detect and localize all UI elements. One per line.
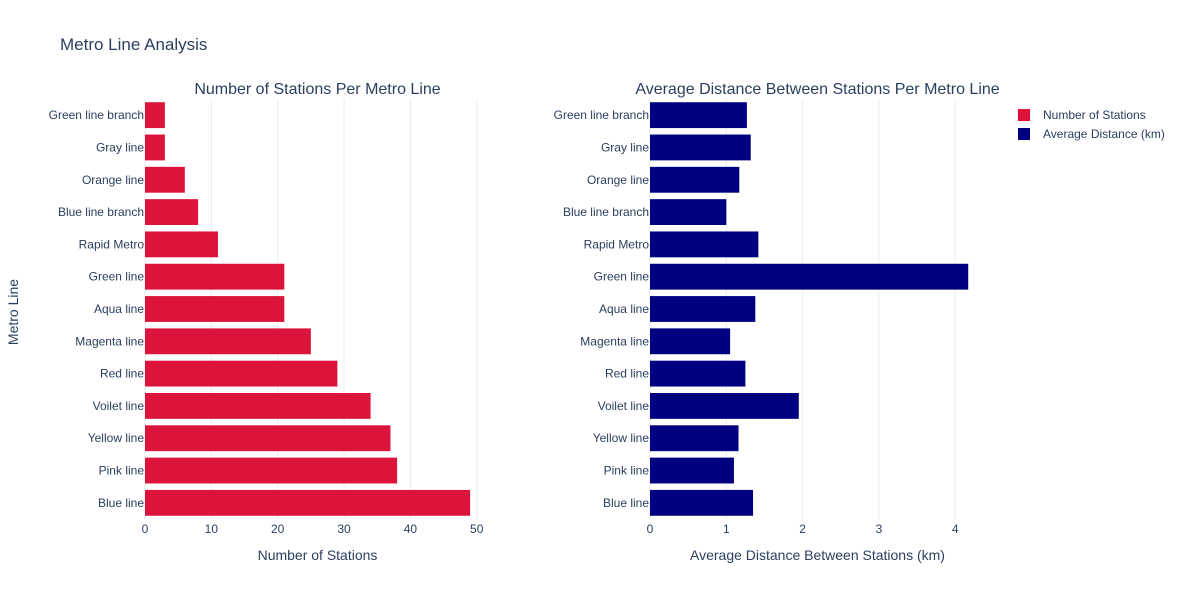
bar bbox=[145, 134, 165, 161]
bar bbox=[145, 296, 285, 322]
bar bbox=[650, 134, 751, 161]
bar bbox=[145, 199, 199, 225]
bar bbox=[145, 425, 391, 452]
bar bbox=[650, 328, 731, 355]
legend-swatch bbox=[1018, 109, 1030, 121]
x-tick-label: 2 bbox=[799, 522, 806, 536]
y-tick-label: Voilet line bbox=[598, 399, 650, 413]
x-axis-title: Average Distance Between Stations (km) bbox=[690, 547, 945, 563]
y-tick-label: Aqua line bbox=[599, 302, 649, 316]
bar bbox=[145, 360, 338, 387]
y-tick-label: Green line bbox=[89, 270, 145, 284]
x-tick-label: 20 bbox=[271, 522, 285, 536]
x-tick-label: 10 bbox=[205, 522, 219, 536]
x-tick-label: 40 bbox=[404, 522, 418, 536]
bar bbox=[650, 231, 759, 258]
y-tick-label: Rapid Metro bbox=[584, 237, 650, 251]
legend: Number of Stations Average Distance (km) bbox=[1018, 108, 1165, 141]
bar bbox=[650, 489, 754, 516]
y-tick-label: Yellow line bbox=[88, 431, 145, 445]
bar bbox=[650, 360, 746, 387]
bar bbox=[650, 457, 734, 484]
bar bbox=[650, 425, 739, 452]
y-tick-label: Blue line bbox=[98, 496, 144, 510]
y-tick-label: Orange line bbox=[82, 173, 144, 187]
bar bbox=[650, 393, 799, 419]
y-tick-label: Blue line branch bbox=[563, 205, 649, 219]
bar bbox=[145, 393, 371, 419]
bar bbox=[145, 489, 471, 516]
bar bbox=[145, 231, 218, 258]
legend-label: Number of Stations bbox=[1043, 108, 1146, 122]
subplot-title: Number of Stations Per Metro Line bbox=[194, 81, 440, 98]
x-tick-label: 30 bbox=[337, 522, 351, 536]
bar bbox=[650, 166, 740, 193]
bar bbox=[145, 457, 398, 484]
y-tick-label: Red line bbox=[605, 367, 649, 381]
figure-title: Metro Line Analysis bbox=[60, 35, 207, 54]
y-tick-label: Orange line bbox=[587, 173, 649, 187]
y-tick-label: Magenta line bbox=[580, 334, 649, 348]
bar bbox=[145, 328, 311, 355]
y-tick-label: Magenta line bbox=[75, 334, 144, 348]
y-tick-label: Green line branch bbox=[49, 108, 144, 122]
y-tick-label: Gray line bbox=[601, 140, 649, 154]
bar bbox=[145, 102, 165, 129]
y-tick-label: Pink line bbox=[604, 464, 650, 478]
x-tick-label: 3 bbox=[876, 522, 883, 536]
x-tick-label: 0 bbox=[142, 522, 149, 536]
legend-label: Average Distance (km) bbox=[1043, 127, 1165, 141]
x-axis-title: Number of Stations bbox=[258, 547, 378, 563]
y-tick-label: Gray line bbox=[96, 140, 144, 154]
y-tick-label: Aqua line bbox=[94, 302, 144, 316]
y-tick-label: Green line bbox=[594, 270, 650, 284]
y-tick-label: Pink line bbox=[99, 464, 145, 478]
y-tick-label: Yellow line bbox=[593, 431, 650, 445]
y-tick-label: Green line branch bbox=[554, 108, 649, 122]
y-tick-label: Red line bbox=[100, 367, 144, 381]
subplot-title: Average Distance Between Stations Per Me… bbox=[635, 81, 999, 98]
legend-swatch bbox=[1018, 128, 1030, 140]
bar bbox=[145, 263, 285, 290]
x-tick-label: 50 bbox=[470, 522, 484, 536]
bar bbox=[650, 263, 969, 290]
y-tick-label: Rapid Metro bbox=[79, 237, 145, 251]
y-tick-label: Blue line branch bbox=[58, 205, 144, 219]
y-tick-label: Voilet line bbox=[93, 399, 145, 413]
x-tick-label: 1 bbox=[723, 522, 730, 536]
chart-panel-2: 0 1 2 3 4 Blue line Pink line Yellow line Voilet… bbox=[554, 81, 1000, 563]
bar bbox=[650, 296, 756, 322]
y-tick-label: Blue line bbox=[603, 496, 649, 510]
bar bbox=[145, 166, 185, 193]
y-axis-title: Metro Line bbox=[5, 279, 21, 345]
bar bbox=[650, 102, 747, 129]
bar bbox=[650, 199, 727, 225]
x-tick-label: 4 bbox=[952, 522, 959, 536]
chart-panel-1: 0 10 20 30 40 50 Blue line Pink line Yellow line… bbox=[49, 81, 484, 563]
x-tick-label: 0 bbox=[647, 522, 654, 536]
